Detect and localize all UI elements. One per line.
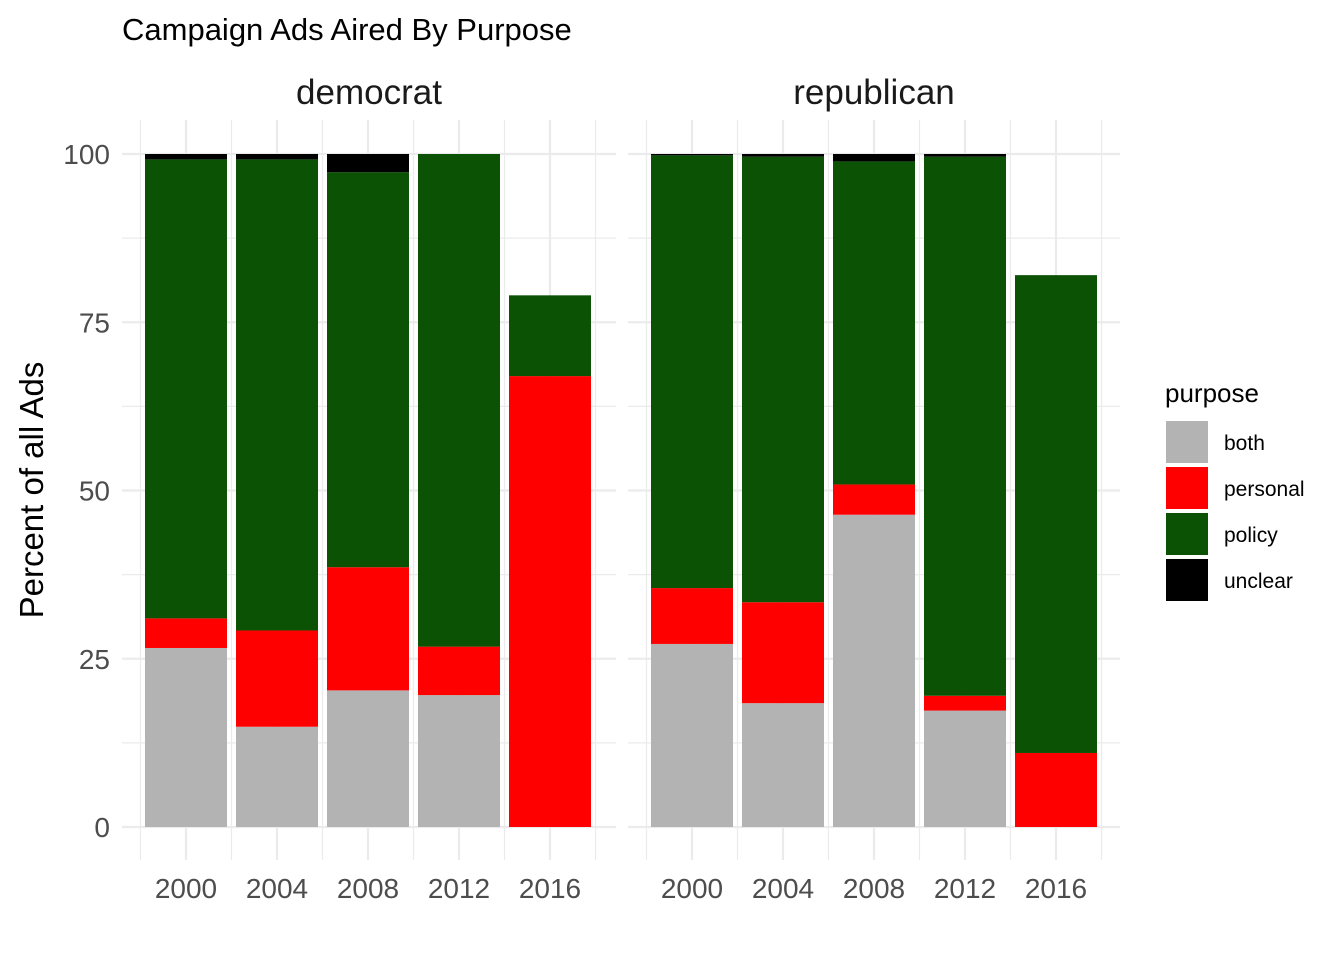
y-tick-label: 75	[79, 307, 110, 338]
bar-republican-2008-policy	[833, 161, 915, 485]
legend-label-policy: policy	[1224, 524, 1278, 547]
legend: purpose both personal policy unclear	[1165, 378, 1305, 601]
x-tick-label: 2004	[246, 873, 308, 904]
legend-swatch-both	[1166, 421, 1208, 463]
bar-democrat-2000-unclear	[145, 154, 227, 160]
bar-republican-2000-personal	[651, 588, 733, 644]
bar-democrat-2004-unclear	[236, 154, 318, 160]
y-tick-label: 25	[79, 644, 110, 675]
bar-democrat-2000-policy	[145, 159, 227, 619]
legend-label-unclear: unclear	[1224, 570, 1293, 593]
bar-democrat-2004-both	[236, 726, 318, 827]
bar-republican-2012-unclear	[924, 154, 1006, 157]
bar-democrat-2004-personal	[236, 630, 318, 727]
legend-swatch-personal	[1166, 467, 1208, 509]
bar-republican-2012-personal	[924, 695, 1006, 711]
bar-democrat-2012-personal	[418, 646, 500, 696]
legend-items: both personal policy unclear	[1166, 421, 1305, 601]
facet-label-democrat: democrat	[296, 73, 442, 112]
bar-republican-2012-both	[924, 710, 1006, 827]
chart-title: Campaign Ads Aired By Purpose	[122, 12, 572, 47]
x-tick-label: 2012	[934, 873, 996, 904]
bar-republican-2004-both	[742, 703, 824, 827]
y-ticks: 0 25 50 75 100	[63, 139, 110, 843]
x-ticks-republican: 2000 2004 2008 2012 2016	[661, 873, 1087, 904]
bar-republican-2000-both	[651, 643, 733, 827]
bar-republican-2016-policy	[1015, 275, 1097, 753]
bars-democrat	[145, 154, 591, 827]
bar-democrat-2008-both	[327, 690, 409, 827]
bar-democrat-2016-policy	[509, 295, 591, 377]
legend-swatch-policy	[1166, 513, 1208, 555]
bar-republican-2016-personal	[1015, 752, 1097, 827]
bar-republican-2008-unclear	[833, 154, 915, 162]
bar-democrat-2008-unclear	[327, 154, 409, 173]
x-tick-label: 2016	[1025, 873, 1087, 904]
y-tick-label: 100	[63, 139, 110, 170]
facet-label-republican: republican	[793, 73, 955, 112]
y-tick-label: 0	[94, 812, 110, 843]
bar-democrat-2000-both	[145, 647, 227, 827]
legend-title: purpose	[1165, 378, 1259, 408]
bar-republican-2004-unclear	[742, 154, 824, 157]
x-tick-label: 2000	[155, 873, 217, 904]
bar-democrat-2008-personal	[327, 567, 409, 691]
bar-democrat-2004-policy	[236, 159, 318, 631]
bar-republican-2004-policy	[742, 156, 824, 603]
x-tick-label: 2008	[843, 873, 905, 904]
bar-republican-2000-unclear	[651, 154, 733, 156]
bar-republican-2000-policy	[651, 155, 733, 589]
bar-republican-2008-both	[833, 514, 915, 827]
x-tick-label: 2012	[428, 873, 490, 904]
bar-democrat-2008-policy	[327, 172, 409, 568]
legend-swatch-unclear	[1166, 559, 1208, 601]
x-tick-label: 2004	[752, 873, 814, 904]
bar-democrat-2000-personal	[145, 618, 227, 648]
bar-republican-2004-personal	[742, 602, 824, 704]
panel-democrat: democrat 2000 2004 2008 2012 2016	[122, 73, 616, 904]
panel-republican: republican 2000 2004 2008 2012 2016	[628, 73, 1120, 904]
bar-republican-2008-personal	[833, 484, 915, 515]
bar-democrat-2016-personal	[509, 376, 591, 827]
x-tick-label: 2000	[661, 873, 723, 904]
x-tick-label: 2016	[519, 873, 581, 904]
y-axis-label: Percent of all Ads	[13, 362, 50, 619]
y-tick-label: 50	[79, 476, 110, 507]
bar-democrat-2012-policy	[418, 154, 500, 647]
legend-label-personal: personal	[1224, 478, 1305, 501]
x-tick-label: 2008	[337, 873, 399, 904]
bar-democrat-2012-both	[418, 695, 500, 827]
bar-republican-2012-policy	[924, 156, 1006, 696]
x-ticks-democrat: 2000 2004 2008 2012 2016	[155, 873, 581, 904]
legend-label-both: both	[1224, 432, 1265, 455]
bars-republican	[651, 154, 1097, 827]
